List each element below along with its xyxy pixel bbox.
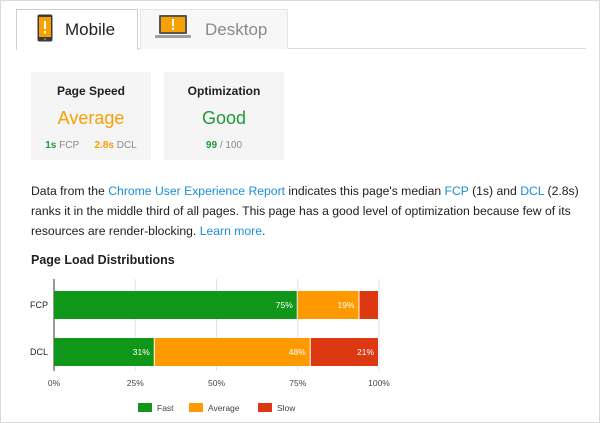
device-tabs: Mobile Desktop [16,9,586,50]
laptop-icon [155,14,191,45]
description-text: Data from the [31,184,109,198]
legend-swatch [138,403,152,412]
data-label: 21% [357,347,374,357]
x-tick-label: 0% [48,378,61,388]
page-speed-title: Page Speed [56,84,126,98]
tab-desktop-label: Desktop [205,19,268,39]
category-label: DCL [30,347,48,357]
learn-more-link[interactable]: Learn more [199,224,263,238]
page-speed-metrics: 1s FCP 2.8s DCL [31,140,151,151]
chrome-ux-report-link[interactable]: Chrome User Experience Report [108,184,286,198]
legend-swatch [258,403,272,412]
legend-label: Slow [277,403,296,413]
bar-segment [54,338,154,366]
x-tick-label: 75% [289,378,306,388]
data-label: 19% [337,300,354,310]
dcl-link[interactable]: DCL [520,184,545,198]
dcl-value: 2.8s [94,140,114,151]
x-tick-label: 50% [208,378,225,388]
optimization-score: 99 / 100 [164,140,284,151]
fcp-link[interactable]: FCP [444,184,469,198]
data-label: 31% [133,347,150,357]
tab-desktop[interactable]: Desktop [140,9,288,49]
page-speed-card: Page Speed Average 1s FCP 2.8s DCL [31,72,151,160]
description-text: indicates this page's median [285,184,445,198]
optimization-score-value: 99 [205,140,218,151]
category-label: FCP [30,300,48,310]
bar-segment [359,291,378,319]
data-label: 48% [289,347,306,357]
description-text: (2.8s) ranks it in the middle third of a… [31,184,579,238]
x-tick-label: 100% [368,378,390,388]
dcl-label: DCL [116,140,137,151]
bar-segment [154,338,310,366]
legend-label: Fast [157,403,174,413]
tab-mobile[interactable]: Mobile [16,9,138,50]
fcp-value: 1s [45,140,57,151]
tab-mobile-label: Mobile [65,20,116,39]
x-tick-label: 25% [127,378,144,388]
page-speed-value: Average [57,108,125,128]
legend-swatch [189,403,203,412]
section-title: Page Load Distributions [31,253,175,267]
mobile-phone-icon [37,14,53,47]
legend-label: Average [208,403,240,413]
bar-segment [54,291,297,319]
optimization-card: Optimization Good 99 / 100 [164,72,284,160]
report-description: Data from the Chrome User Experience Rep… [31,181,586,241]
bar-segment [310,338,378,366]
bar-segment [297,291,359,319]
description-text: (1s) and [468,184,521,198]
data-label: 75% [276,300,293,310]
optimization-value: Good [201,108,247,128]
optimization-score-max: / 100 [219,140,243,151]
fcp-label: FCP [59,140,79,151]
optimization-title: Optimization [187,84,261,98]
description-text: . [262,224,266,238]
